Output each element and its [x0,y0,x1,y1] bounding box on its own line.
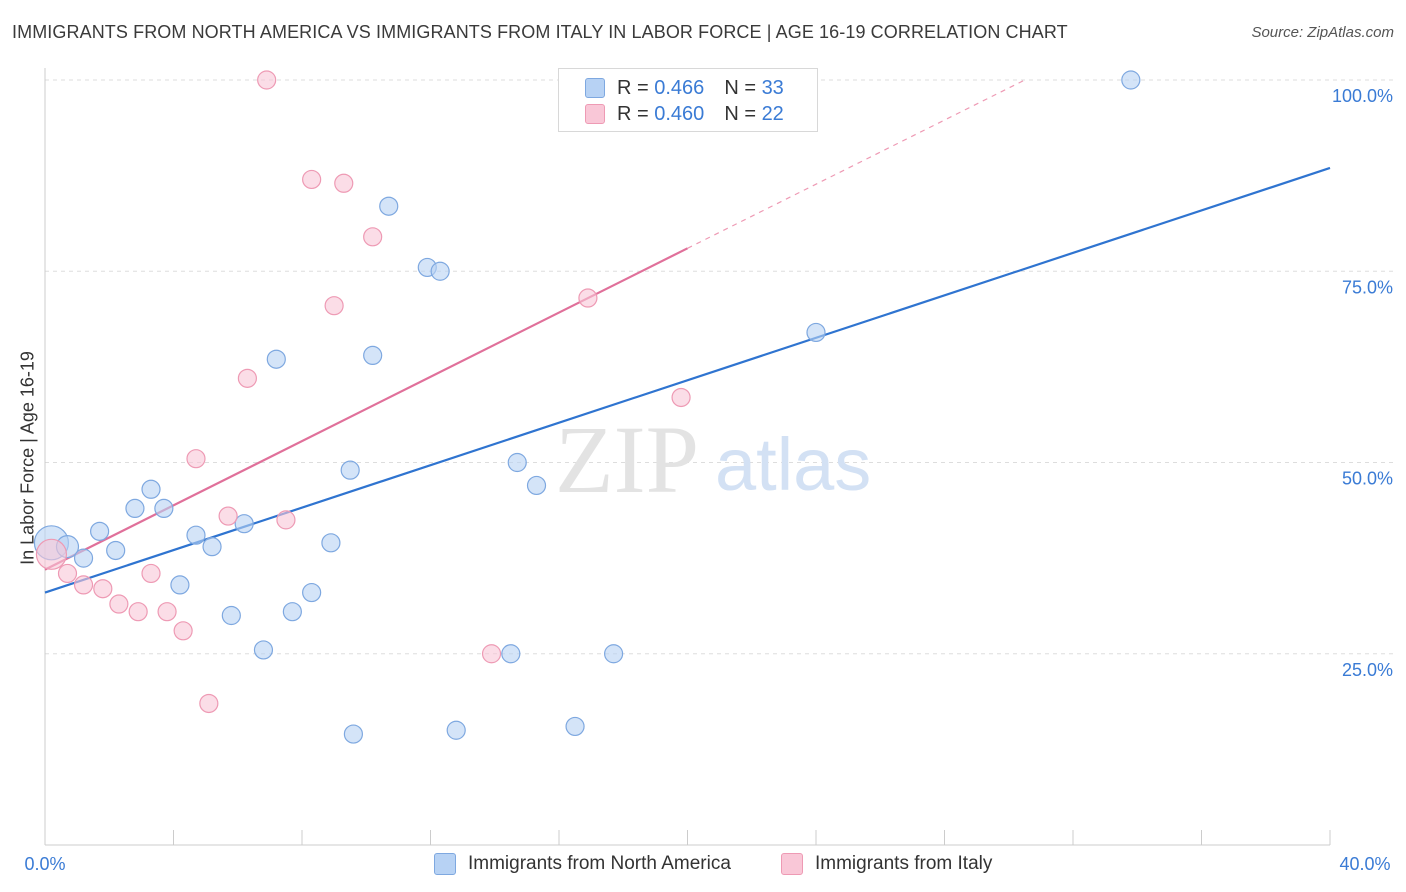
point-north-america [90,521,110,541]
point-north-america [806,322,826,343]
series-swatch-north-america [434,853,456,875]
watermark-atlas: atlas [715,423,871,506]
point-north-america [526,475,547,496]
legend-swatch-italy [585,104,605,124]
legend-n-value: 22 [761,102,784,125]
axes: 100.0% 75.0% 50.0% 25.0% 0.0% 40.0% [24,68,1393,874]
legend-r-value: 0.460 [654,102,705,125]
point-italy [276,510,296,530]
point-italy [671,387,691,408]
grid [45,79,1395,655]
trend-line-north-america [44,166,1331,594]
legend-row-italy: R = 0.460 N = 22 [585,101,784,127]
point-north-america [379,196,399,216]
point-italy [128,602,148,622]
point-north-america [343,724,363,744]
point-italy [578,288,598,308]
x-tick-label-max: 40.0% [1339,854,1390,874]
point-north-america [321,533,341,553]
legend-row-north-america: R = 0.466 N = 33 [585,75,784,101]
series-legend-italy: Immigrants from Italy [781,850,992,878]
point-italy [334,173,354,193]
legend-n-label: N = [724,102,756,125]
y-axis-label: In Labor Force | Age 16-19 [17,351,38,565]
point-north-america [154,498,174,518]
point-italy [199,693,219,714]
point-north-america [507,452,527,473]
point-north-america [501,644,521,664]
y-tick-label: 100.0% [1332,86,1393,106]
point-italy [237,368,257,388]
trend-lines [44,79,1331,594]
point-north-america [282,602,302,622]
point-italy [218,506,238,526]
chart-title: IMMIGRANTS FROM NORTH AMERICA VS IMMIGRA… [12,22,1068,42]
point-italy [109,594,129,614]
point-north-america [141,479,161,499]
point-north-america [565,716,585,737]
correlation-legend: R = 0.466 N = 33 R = 0.460 N = 22 [558,68,818,132]
point-north-america [125,498,145,518]
point-north-america [186,525,206,545]
series-swatch-italy [781,853,803,875]
legend-swatch-north-america [585,78,605,98]
legend-r-label: R = [617,102,649,125]
point-north-america [170,575,190,595]
point-north-america [221,605,241,626]
watermark-zip: ZIP [555,406,699,513]
point-north-america [430,261,450,281]
x-tick-label-min: 0.0% [24,854,65,874]
y-tick-label: 25.0% [1342,660,1393,680]
legend-r-value: 0.466 [654,76,705,99]
trend-line-italy-extension [687,79,1026,249]
point-italy [35,538,68,570]
series-label-north-america: Immigrants from North America [468,853,731,874]
series-label-italy: Immigrants from Italy [815,853,993,874]
point-north-america [1121,70,1141,90]
point-italy [257,70,277,90]
point-italy [93,579,113,599]
point-italy [141,563,161,584]
point-italy [481,644,502,664]
data-points [33,70,1141,744]
point-italy [57,563,78,584]
legend-n-label: N = [724,76,756,99]
legend-r-label: R = [617,76,649,99]
point-italy [302,169,322,190]
point-north-america [253,640,274,660]
point-italy [363,227,383,247]
point-italy [186,449,206,469]
point-north-america [302,582,322,603]
point-italy [157,602,177,622]
point-north-america [106,540,126,561]
point-north-america [234,514,254,534]
source-credit: Source: ZipAtlas.com [1251,24,1394,41]
point-north-america [446,720,466,740]
point-north-america [202,537,222,557]
y-tick-label: 50.0% [1342,469,1393,489]
point-italy [73,575,94,595]
point-north-america [340,460,360,480]
point-north-america [73,548,94,568]
point-italy [324,296,344,316]
point-north-america [604,644,624,664]
series-legend-north-america: Immigrants from North America [434,850,731,878]
point-north-america [266,349,286,369]
point-north-america [363,345,383,365]
legend-n-value: 33 [761,76,784,99]
y-tick-label: 75.0% [1342,277,1393,297]
point-italy [173,621,193,641]
